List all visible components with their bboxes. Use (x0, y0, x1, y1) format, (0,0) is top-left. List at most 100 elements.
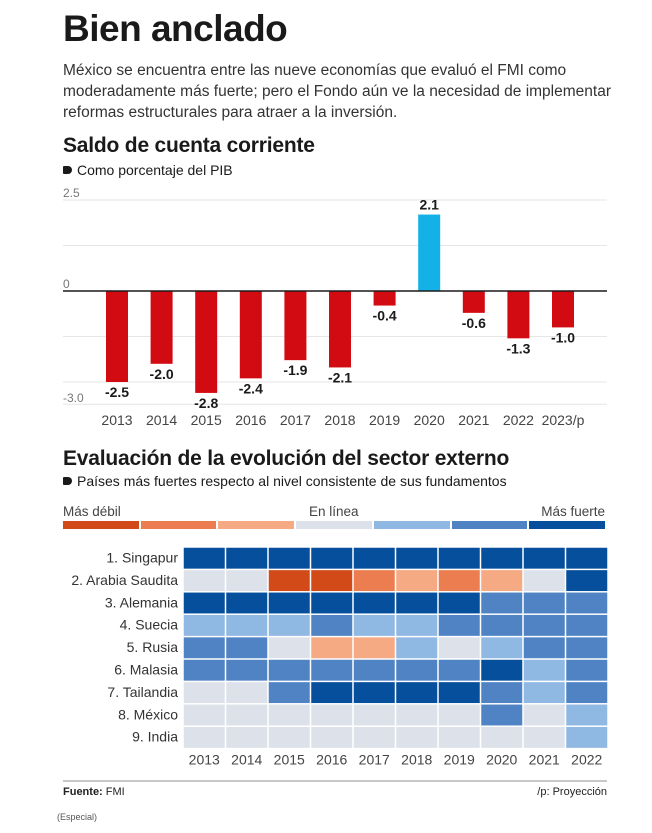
heatmap-cell (396, 547, 438, 569)
data-label: -2.1 (328, 369, 352, 385)
data-label: -1.3 (506, 340, 530, 356)
heatmap-chart: 1. Singapur 2. Arabia Saudita 3. Alemania 4… (71, 547, 608, 768)
heatmap-cell (353, 704, 395, 726)
heatmap-cell (353, 547, 395, 569)
heatmap-cell (268, 726, 310, 748)
heatmap-cell (226, 637, 268, 659)
data-label: -0.4 (373, 308, 397, 324)
heatmap-cell (481, 637, 523, 659)
heatmap-cell (438, 637, 480, 659)
data-label: -2.5 (105, 384, 129, 400)
column-label: 2019 (444, 752, 475, 768)
legend-swatch-level-2 (140, 521, 217, 529)
intro-text: México se encuentra entre las nueve econ… (63, 62, 611, 121)
heatmap-cell (566, 614, 608, 636)
heatmap-cell (226, 547, 268, 569)
bar-2017 (284, 291, 307, 361)
heatmap-cell (438, 570, 480, 592)
heatmap-cell (183, 592, 225, 614)
heatmap-cell (226, 726, 268, 748)
heatmap-cell (566, 547, 608, 569)
heatmap-cell (566, 592, 608, 614)
x-tick-label: 2019 (369, 412, 400, 428)
row-label: 5. Rusia (127, 639, 179, 655)
heatmap-cell (268, 637, 310, 659)
heatmap-cell (396, 637, 438, 659)
legend-swatch-level-5 (373, 521, 450, 529)
heatmap-cell (523, 637, 565, 659)
heatmap-cell (268, 592, 310, 614)
heatmap-cell (353, 637, 395, 659)
heatmap-cell (481, 659, 523, 681)
y-tick-label: -3.0 (63, 391, 84, 405)
heatmap-cell (311, 659, 353, 681)
bar-chart-subtitle-text: Como porcentaje del PIB (77, 162, 233, 178)
bar-2013 (106, 291, 128, 382)
data-label: -1.0 (551, 329, 575, 345)
heatmap-cell (481, 592, 523, 614)
y-tick-label: 2.5 (63, 186, 80, 200)
source-value: FMI (102, 786, 125, 798)
legend-label-stronger: Más fuerte (541, 504, 605, 519)
data-label: -2.8 (194, 395, 218, 411)
heatmap-cell (481, 704, 523, 726)
legend-swatches (63, 521, 606, 529)
heatmap-cell (396, 682, 438, 704)
heatmap-cell (523, 614, 565, 636)
projection-note: /p: Proyección (537, 786, 607, 798)
heatmap-cell (268, 704, 310, 726)
bar-2023/p (552, 291, 574, 328)
heatmap-cell (226, 704, 268, 726)
bar-2014 (150, 291, 173, 364)
column-label: 2020 (486, 752, 517, 768)
heatmap-cell (396, 659, 438, 681)
data-label: -0.6 (462, 315, 486, 331)
heatmap-cell (311, 547, 353, 569)
x-tick-label: 2020 (414, 412, 445, 428)
column-label: 2014 (231, 752, 262, 768)
heatmap-cell (438, 614, 480, 636)
bar-2019 (373, 291, 396, 306)
x-tick-label: 2017 (280, 412, 311, 428)
heatmap-cell (566, 704, 608, 726)
page-title: Bien anclado (63, 8, 288, 49)
bar-2015 (195, 291, 218, 393)
heatmap-cell (268, 614, 310, 636)
heatmap-cell (481, 570, 523, 592)
row-label: 7. Tailandia (107, 684, 178, 700)
x-tick-label: 2021 (458, 412, 489, 428)
bar-chart-subtitle: Como porcentaje del PIB (63, 162, 233, 178)
heatmap-cell (396, 704, 438, 726)
x-tick-label: 2014 (146, 412, 177, 428)
heatmap-cell (523, 726, 565, 748)
heatmap-cell (523, 682, 565, 704)
heatmap-cell (226, 614, 268, 636)
heatmap-cell (396, 570, 438, 592)
heatmap-cell (226, 659, 268, 681)
bar-2022 (507, 291, 530, 339)
x-tick-label: 2023/p (542, 412, 585, 428)
heatmap-cell (268, 547, 310, 569)
heatmap-cell (523, 547, 565, 569)
heatmap-cell (226, 570, 268, 592)
heatmap-cell (438, 547, 480, 569)
heatmap-subtitle-text: Países más fuertes respecto al nivel con… (77, 473, 507, 489)
heatmap-cell (183, 704, 225, 726)
heatmap-cell (226, 682, 268, 704)
heatmap-cell (523, 570, 565, 592)
heatmap-cell (566, 637, 608, 659)
heatmap-color-legend: Más débil En línea Más fuerte (63, 504, 606, 530)
row-label: 3. Alemania (105, 594, 178, 610)
heatmap-cell (438, 704, 480, 726)
heatmap-cell (566, 682, 608, 704)
legend-label-weaker: Más débil (63, 504, 121, 519)
bullet-marker-icon (63, 477, 72, 485)
footer-divider (63, 780, 607, 782)
heatmap-cell (311, 614, 353, 636)
row-label: 8. México (118, 706, 178, 722)
row-label: 6. Malasia (114, 662, 178, 678)
heatmap-cell (311, 704, 353, 726)
heatmap-cell (183, 547, 225, 569)
x-tick-label: 2022 (503, 412, 534, 428)
